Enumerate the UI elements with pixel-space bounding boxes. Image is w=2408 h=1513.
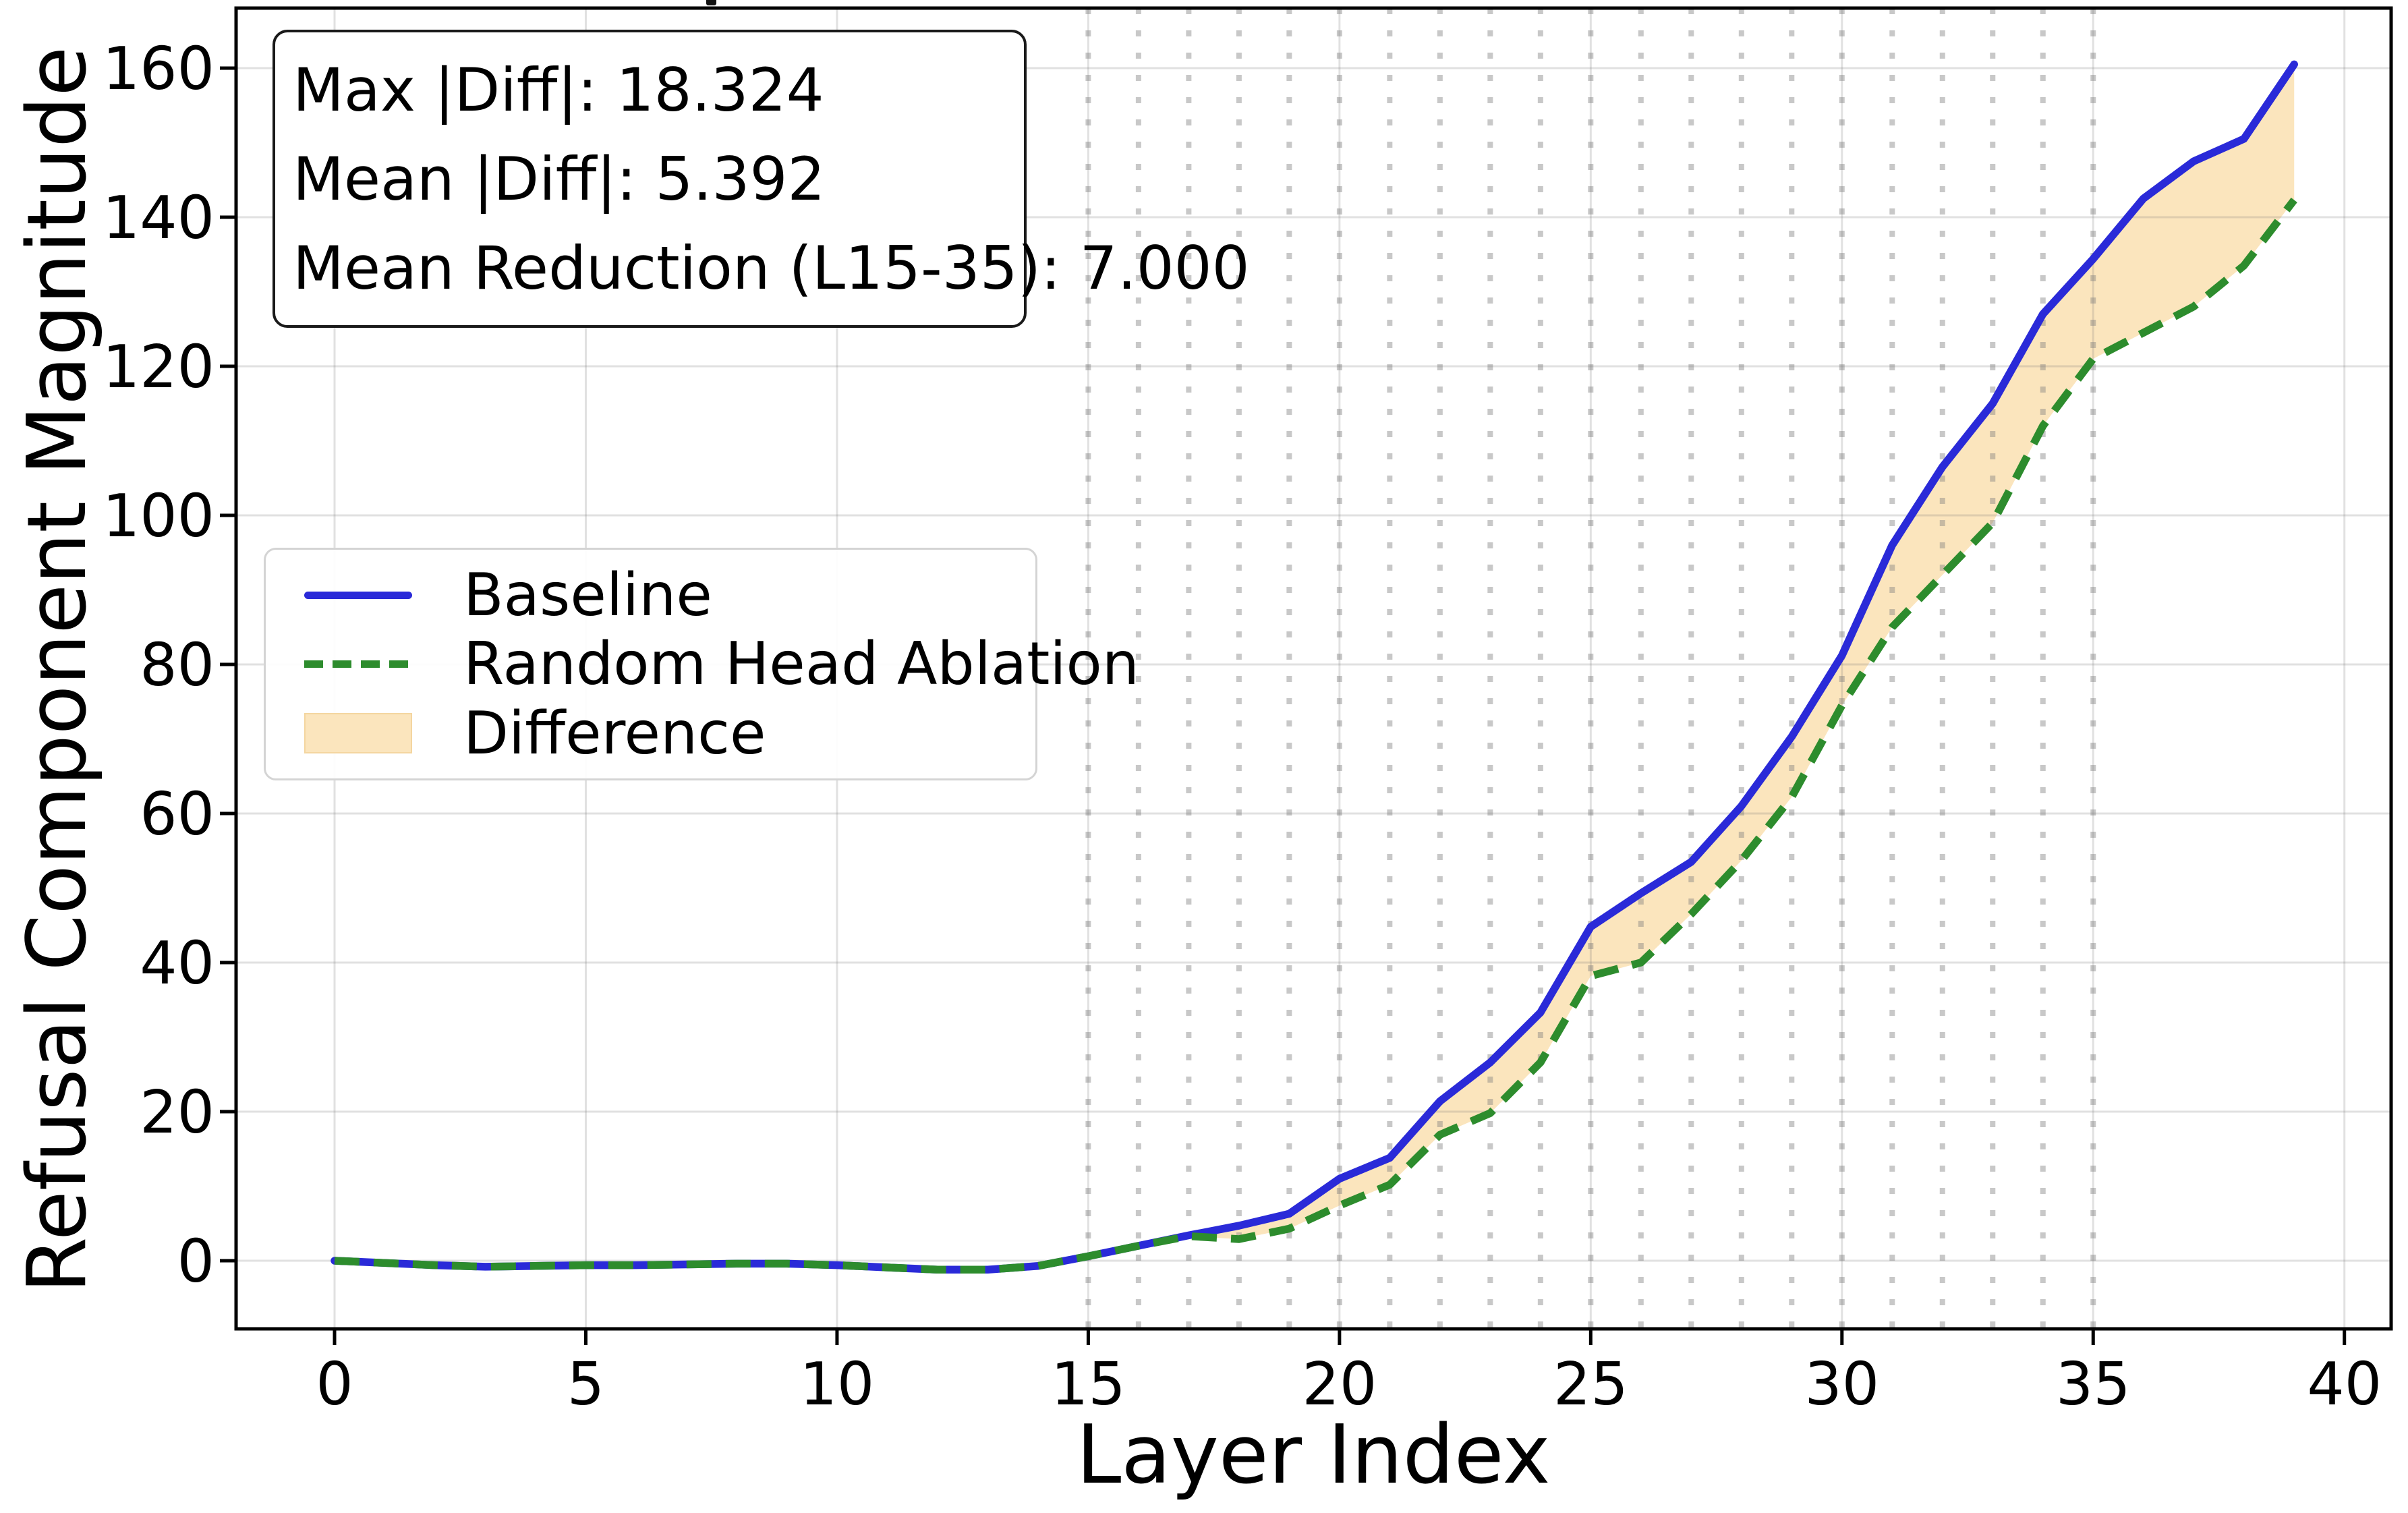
x-tick-label: 30: [1804, 1350, 1879, 1419]
y-tick-label: 80: [140, 631, 214, 700]
y-tick-label: 0: [177, 1227, 214, 1296]
legend: Baseline Random Head Ablation Difference: [264, 548, 1139, 780]
x-tick-label: 35: [2056, 1350, 2131, 1419]
cropped-title-fragment: [706, 0, 716, 5]
x-tick-label: 25: [1553, 1350, 1628, 1419]
stat-max-diff: Max |Diff|: 18.324: [293, 55, 824, 125]
legend-label-baseline: Baseline: [463, 561, 712, 630]
y-tick-label: 100: [103, 482, 214, 550]
y-tick-label: 120: [103, 333, 214, 401]
legend-item-random-head-ablation: Random Head Ablation: [266, 629, 1139, 698]
stats-box: Max |Diff|: 18.324 Mean |Diff|: 5.392 Me…: [273, 30, 1250, 328]
y-tick-label: 60: [140, 780, 214, 849]
y-axis-label: Refusal Component Magnitude: [11, 46, 105, 1294]
baseline-line-swatch: [304, 591, 412, 599]
stat-mean-reduction: Mean Reduction (L15-35): 7.000: [293, 233, 1250, 303]
x-tick-label: 0: [316, 1350, 353, 1419]
stat-mean-diff: Mean |Diff|: 5.392: [293, 144, 826, 214]
plot-border: [234, 6, 2393, 1331]
x-axis-label: Layer Index: [1076, 1408, 1551, 1502]
ablation-line-swatch: [304, 660, 412, 668]
legend-item-difference: Difference: [266, 699, 1035, 768]
x-tick-label: 40: [2307, 1350, 2382, 1419]
x-tick-label: 5: [567, 1350, 604, 1419]
random-head-ablation-line: [334, 198, 2297, 1274]
legend-label-random-head-ablation: Random Head Ablation: [463, 629, 1139, 699]
legend-label-difference: Difference: [463, 698, 766, 768]
y-tick-label: 40: [140, 929, 214, 998]
y-tick-label: 20: [140, 1078, 214, 1147]
x-tick-label: 15: [1051, 1350, 1126, 1419]
x-tick-label: 10: [800, 1350, 875, 1419]
x-tick-label: 20: [1302, 1350, 1377, 1419]
y-tick-label: 140: [103, 183, 214, 252]
difference-patch-swatch: [304, 712, 412, 753]
legend-item-baseline: Baseline: [266, 561, 1035, 629]
y-tick-label: 160: [103, 34, 214, 103]
